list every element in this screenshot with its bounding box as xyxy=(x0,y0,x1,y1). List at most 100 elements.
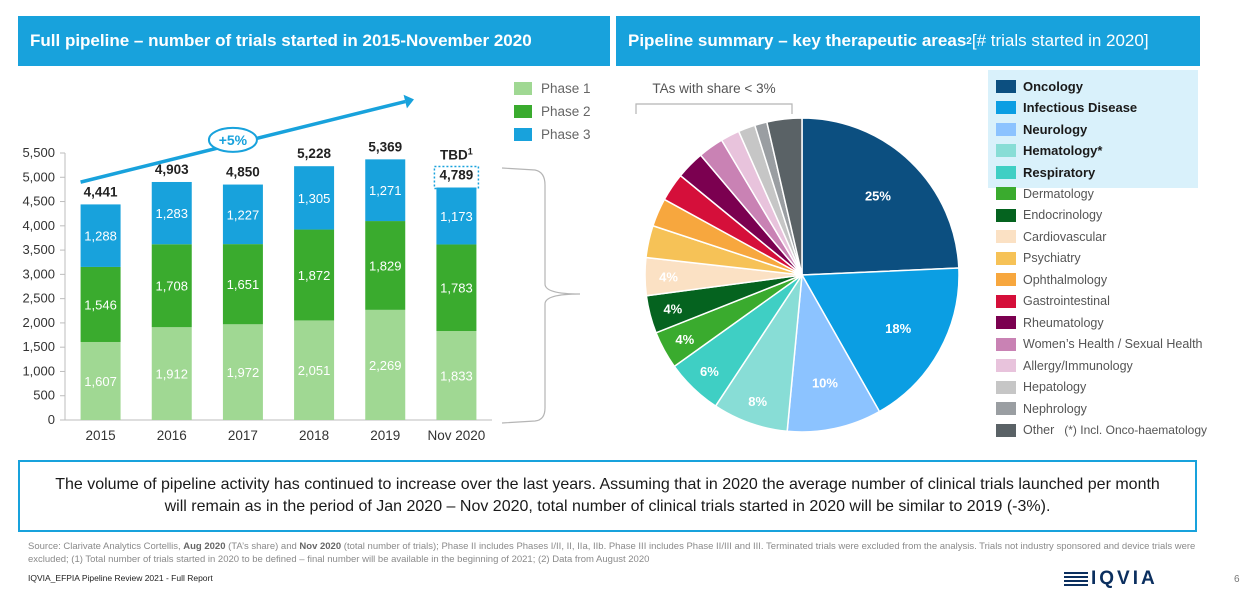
source-bold-2: Nov 2020 xyxy=(299,541,342,552)
bar-value-label: 1,972 xyxy=(227,365,260,380)
bar-value-label: 1,872 xyxy=(298,268,331,283)
right-panel-title-suffix: [# trials started in 2020] xyxy=(971,31,1149,50)
legend-item: Ophthalmology xyxy=(996,272,1107,288)
legend-swatch xyxy=(996,122,1016,136)
bar-segment xyxy=(80,266,121,342)
legend-label: Phase 3 xyxy=(541,127,591,142)
pie-chart: 25% 18% 10% 8% 6% 4% 4% 4% TAs with share < 3% xyxy=(635,81,960,433)
legend-swatch xyxy=(996,402,1016,415)
logo-bars-icon xyxy=(1064,571,1088,587)
y-tick-label: 2,000 xyxy=(22,315,55,330)
legend-swatch xyxy=(514,128,532,141)
legend-label: Respiratory xyxy=(1023,164,1096,180)
bar-value-label: 1,283 xyxy=(155,206,188,221)
pie-slice-label: 8% xyxy=(748,394,767,409)
legend-item: Other (*) Incl. Onco-haematology xyxy=(996,422,1207,438)
bar-total-label: 4,903 xyxy=(155,162,189,177)
bar-value-label: 1,833 xyxy=(440,369,473,384)
legend-item: Nephrology xyxy=(996,401,1087,417)
legend-swatch xyxy=(996,251,1016,265)
legend-label: Other xyxy=(1023,423,1055,437)
right-panel-title-main: Pipeline summary – key therapeutic areas xyxy=(628,31,967,50)
pie-slice-label: 6% xyxy=(700,364,719,379)
right-panel-title-sup: 2 xyxy=(966,35,972,47)
growth-label: +5% xyxy=(219,132,248,148)
legend-item: Rheumatology xyxy=(996,315,1104,331)
x-tick-label: 2016 xyxy=(157,428,187,443)
pie-annotations: TAs with share < 3% xyxy=(635,81,793,114)
bar-segment xyxy=(436,244,477,332)
source-text-2: (TA’s share) and xyxy=(225,541,300,552)
bar-segment xyxy=(80,341,121,420)
bar-chart-annotations: TBD1 +5% xyxy=(80,94,581,424)
bar-segment xyxy=(151,327,192,420)
legend-label: Allergy/Immunology xyxy=(1023,358,1133,373)
legend-item: Respiratory xyxy=(996,164,1095,180)
legend-label: Women’s Health / Sexual Health xyxy=(1023,337,1203,351)
legend-item: Hematology* xyxy=(996,143,1102,159)
y-tick-label: 1,500 xyxy=(22,339,55,354)
source-bold-1: Aug 2020 xyxy=(183,541,226,552)
legend-swatch xyxy=(996,101,1016,114)
legend-label: Oncology xyxy=(1023,78,1083,94)
bar-value-label: 1,607 xyxy=(84,374,117,389)
bar-value-label: 1,227 xyxy=(227,207,260,222)
left-panel-title: Full pipeline – number of trials started… xyxy=(18,16,610,66)
legend-swatch xyxy=(996,294,1016,308)
bar-segment xyxy=(151,181,192,245)
pie-slice-label: 4% xyxy=(675,332,694,347)
bar-value-label: 1,271 xyxy=(369,183,402,198)
bar-segment xyxy=(294,320,335,420)
legend-label: Phase 2 xyxy=(541,104,591,119)
page-number: 6 xyxy=(1234,574,1240,585)
legend-swatch xyxy=(996,208,1016,222)
connecting-brace xyxy=(501,167,581,424)
bar-value-label: 1,829 xyxy=(369,258,402,273)
bar-value-label: 2,269 xyxy=(369,358,402,373)
x-tick-label: 2018 xyxy=(299,428,329,443)
legend-item: Oncology xyxy=(996,78,1083,94)
y-tick-label: 500 xyxy=(33,388,55,403)
bar-segment xyxy=(365,309,406,420)
bar-segment xyxy=(151,244,192,328)
bar-value-label: 1,288 xyxy=(84,229,117,244)
x-tick-label: Nov 2020 xyxy=(428,428,486,443)
bar-value-label: 1,173 xyxy=(440,209,473,224)
stacked-bar-chart: 0 500 1,000 1,500 2,000 2,500 3,000 3,500 4,000 4… xyxy=(22,81,591,443)
legend-item: Endocrinology xyxy=(996,207,1102,223)
legend-label: Hematology* xyxy=(1023,143,1103,158)
legend-label: Endocrinology xyxy=(1023,208,1103,222)
iqvia-logo: IQVIA xyxy=(1064,568,1188,590)
tbd-label: TBD1 xyxy=(440,147,473,163)
pie-slice xyxy=(800,267,960,413)
pie-slice xyxy=(801,117,960,276)
x-tick-label: 2019 xyxy=(370,428,400,443)
bar-segment xyxy=(365,159,406,222)
legend-label: Neurology xyxy=(1023,121,1088,137)
legend-label: Infectious Disease xyxy=(1023,100,1138,115)
legend-label: Rheumatology xyxy=(1023,315,1104,330)
y-tick-label: 3,000 xyxy=(22,266,55,281)
legend-swatch xyxy=(996,230,1016,243)
legend-swatch xyxy=(996,423,1016,437)
legend-swatch xyxy=(996,273,1016,286)
pie-slice-labels: 25% 18% 10% 8% 6% 4% 4% 4% xyxy=(659,189,911,409)
summary-box: The volume of pipeline activity has cont… xyxy=(18,460,1197,532)
summary-text: The volume of pipeline activity has cont… xyxy=(55,476,1160,515)
bar-segment xyxy=(294,166,335,230)
legend-swatch xyxy=(996,359,1016,372)
bar-total-label: 5,369 xyxy=(368,139,402,154)
bar-segment xyxy=(222,244,263,325)
bar-total-label: 5,228 xyxy=(297,146,331,161)
bar-segment xyxy=(294,229,335,321)
y-tick-label: 2,500 xyxy=(22,291,55,306)
legend-label: Cardiovascular xyxy=(1023,229,1107,244)
y-tick-label: 5,000 xyxy=(22,169,55,184)
bar-value-label: 1,651 xyxy=(227,277,260,292)
pie-slice-label: 4% xyxy=(663,302,682,317)
small-ta-label: TAs with share < 3% xyxy=(652,81,775,96)
bar-segment xyxy=(222,184,263,245)
legend-item: Gastrointestinal xyxy=(996,293,1110,309)
x-tick-label: 2015 xyxy=(86,428,116,443)
logo-wordmark: IQVIA xyxy=(1091,568,1158,589)
